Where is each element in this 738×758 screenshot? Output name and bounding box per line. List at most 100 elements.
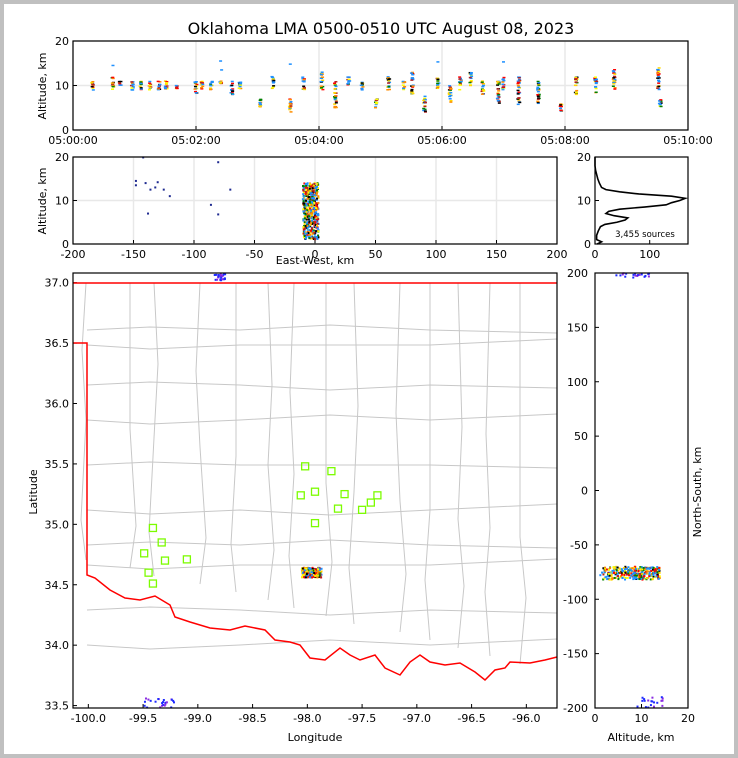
source-point xyxy=(613,78,617,81)
source-point xyxy=(652,575,655,578)
source-point xyxy=(603,577,606,580)
source-point xyxy=(605,575,608,578)
source-point xyxy=(645,567,648,570)
source-point xyxy=(308,182,311,185)
source-point xyxy=(154,186,157,189)
source-point xyxy=(659,105,663,108)
station-marker xyxy=(148,523,158,533)
source-point xyxy=(605,568,608,571)
source-point xyxy=(315,209,318,212)
source-point xyxy=(303,576,306,579)
source-point xyxy=(319,570,322,573)
source-point xyxy=(119,84,123,86)
source-point xyxy=(518,101,522,104)
source-point xyxy=(660,699,663,702)
source-point xyxy=(388,78,392,80)
source-point xyxy=(313,189,316,192)
source-point xyxy=(604,566,607,569)
source-point xyxy=(659,99,663,101)
source-point xyxy=(536,95,540,97)
source-point xyxy=(630,567,633,570)
source-point xyxy=(312,199,315,202)
source-point xyxy=(652,705,655,708)
source-point xyxy=(617,578,620,581)
source-point xyxy=(313,567,316,570)
source-point xyxy=(516,80,520,82)
source-point xyxy=(458,78,462,80)
source-point xyxy=(199,82,203,84)
source-point xyxy=(111,84,115,87)
source-point xyxy=(659,100,663,102)
source-point xyxy=(303,569,306,572)
source-point xyxy=(436,61,440,63)
source-point xyxy=(303,223,306,226)
source-point xyxy=(131,85,135,88)
source-point xyxy=(308,191,311,194)
source-point xyxy=(640,577,643,580)
source-point xyxy=(312,208,315,211)
source-point xyxy=(448,98,452,100)
source-point xyxy=(209,203,212,206)
source-point xyxy=(139,81,143,83)
source-point xyxy=(305,232,308,235)
source-point xyxy=(636,567,639,570)
y-axis-label: Altitude, km xyxy=(36,167,49,234)
source-point xyxy=(258,103,262,105)
source-point xyxy=(147,212,150,215)
source-point xyxy=(643,698,646,701)
source-point xyxy=(613,571,616,574)
source-point xyxy=(148,87,152,89)
source-point xyxy=(303,197,306,200)
source-point xyxy=(219,279,222,282)
source-point xyxy=(632,566,635,569)
source-point xyxy=(306,182,309,185)
source-point xyxy=(302,85,306,88)
source-point xyxy=(619,575,622,578)
source-point xyxy=(316,214,319,217)
source-point xyxy=(468,84,472,87)
source-point xyxy=(315,216,318,219)
source-point xyxy=(315,220,318,223)
source-point xyxy=(316,182,319,185)
source-point xyxy=(657,576,660,579)
county-boundary xyxy=(519,283,527,665)
state-border-south xyxy=(73,342,558,682)
source-point xyxy=(313,212,316,215)
source-point xyxy=(608,578,611,581)
source-point xyxy=(308,206,311,209)
county-boundary xyxy=(86,413,558,425)
source-point xyxy=(148,80,152,83)
source-point xyxy=(159,706,162,709)
source-point xyxy=(305,204,308,207)
source-point xyxy=(613,576,616,579)
source-point xyxy=(517,77,521,79)
source-point xyxy=(311,195,314,198)
source-point xyxy=(436,85,440,88)
source-point xyxy=(302,185,305,188)
source-point xyxy=(480,90,484,93)
source-point xyxy=(360,89,364,91)
source-point xyxy=(458,88,462,91)
y-tick-label: 20 xyxy=(55,151,69,164)
source-point xyxy=(302,80,306,83)
source-point xyxy=(309,207,312,210)
source-point xyxy=(639,574,642,577)
source-point xyxy=(602,567,605,570)
source-point xyxy=(447,92,451,95)
source-point xyxy=(271,86,275,89)
source-point xyxy=(593,79,597,81)
source-point xyxy=(635,574,638,577)
source-point xyxy=(307,231,310,234)
source-point xyxy=(574,78,578,81)
source-point xyxy=(306,184,309,187)
county-boundary xyxy=(325,283,333,617)
source-point xyxy=(630,574,633,577)
source-point xyxy=(649,566,652,569)
county-boundary xyxy=(288,282,295,609)
source-point xyxy=(611,577,614,580)
source-point xyxy=(313,201,316,204)
source-point xyxy=(649,578,652,581)
source-point xyxy=(321,79,325,82)
source-point xyxy=(303,206,306,209)
source-point xyxy=(402,88,406,91)
